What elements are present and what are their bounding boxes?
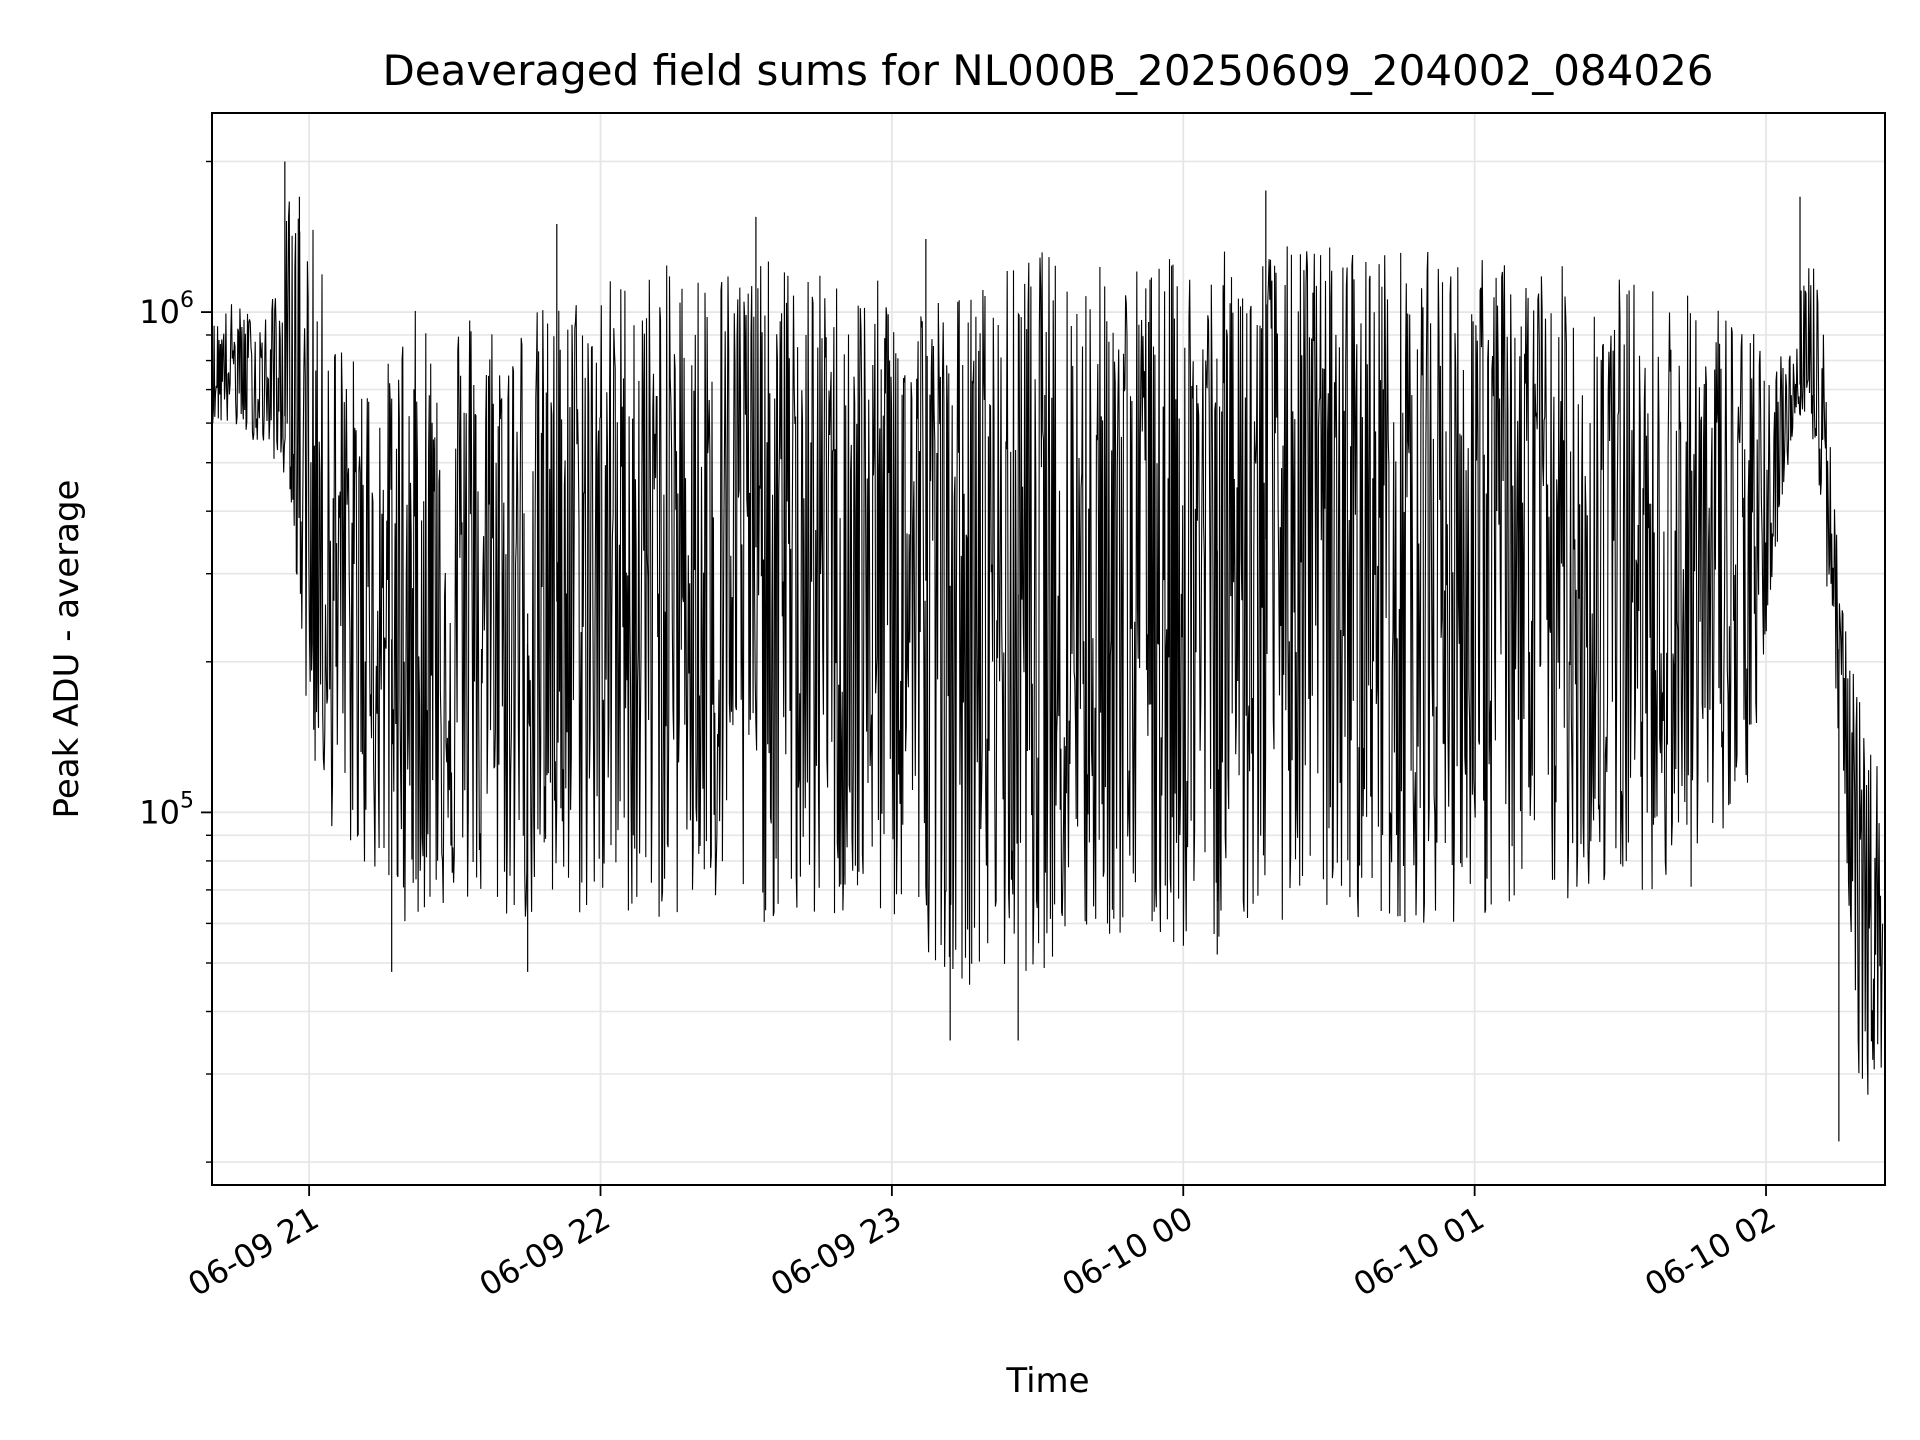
y-axis-label: Peak ADU - average — [47, 480, 87, 819]
y-tick-label: 106 — [139, 288, 194, 331]
series-line — [211, 201, 1884, 1095]
y-axis: 105 106 — [139, 160, 212, 1163]
y-tick-label: 105 — [139, 788, 194, 831]
x-axis-label: Time — [1005, 1361, 1089, 1401]
plot-area — [211, 161, 1884, 1142]
chart-title: Deaveraged field sums for NL000B_2025060… — [382, 46, 1713, 95]
plot-frame — [211, 112, 1886, 1186]
